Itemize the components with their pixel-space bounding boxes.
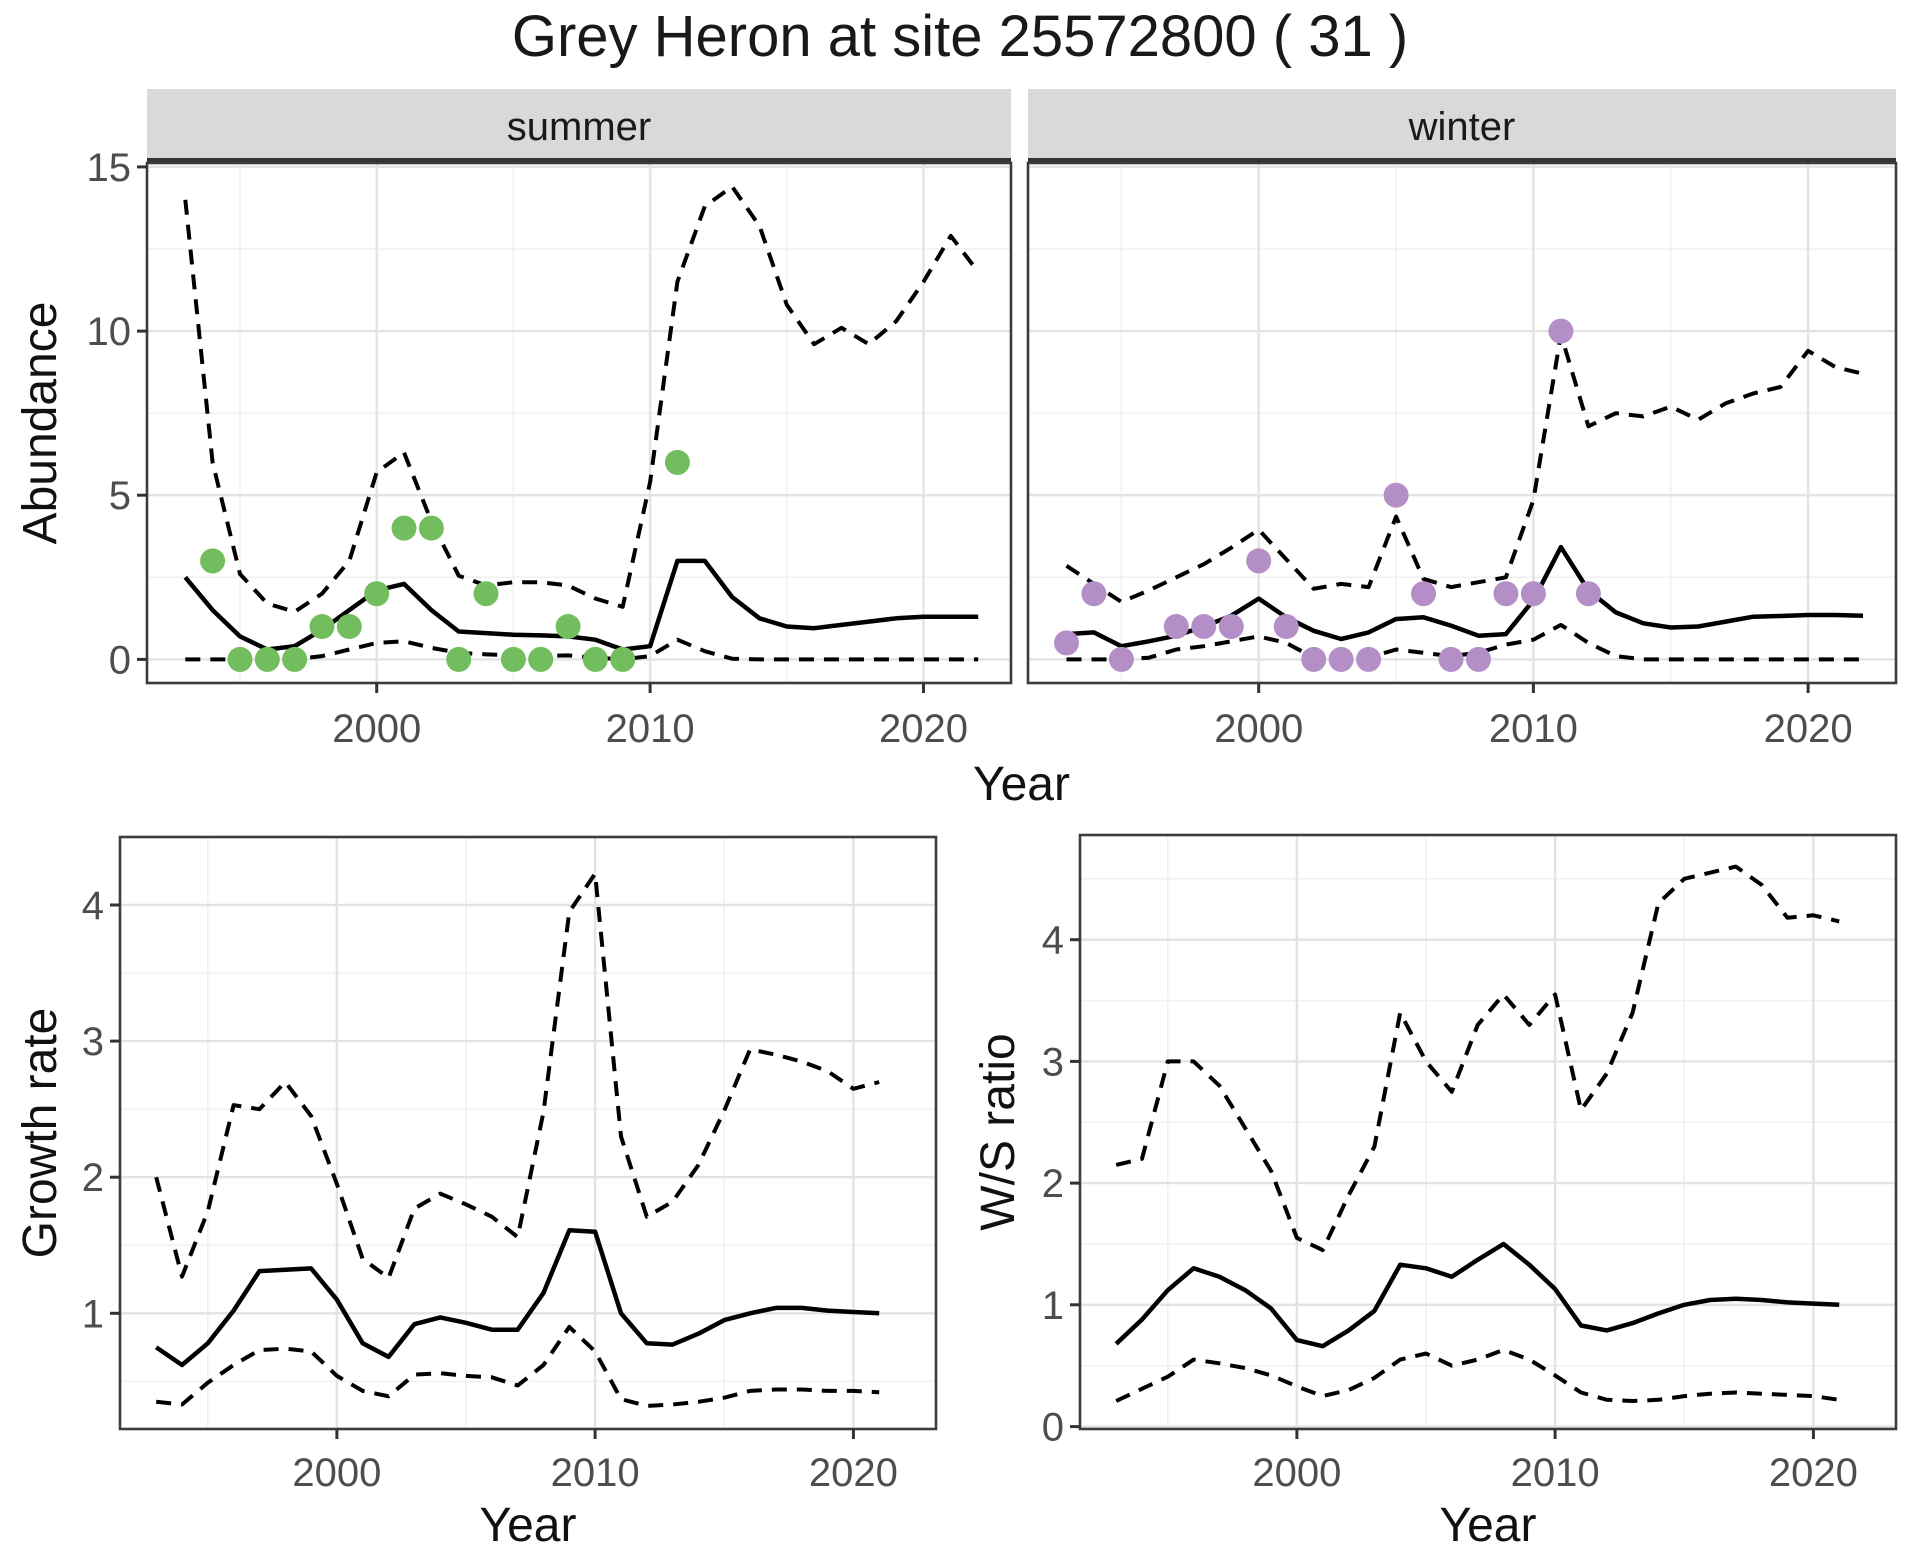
y-tick-label: 1 xyxy=(1042,1284,1064,1328)
winter-observation-point xyxy=(1246,548,1272,574)
facet-strip-label-summer: summer xyxy=(507,105,651,149)
summer-observation-point xyxy=(664,449,690,475)
winter-observation-point xyxy=(1575,581,1601,607)
winter-observation-point xyxy=(1383,482,1409,508)
summer-observation-point xyxy=(473,581,499,607)
ws-ratio-median-line xyxy=(1114,1241,1840,1349)
summer-observation-point xyxy=(309,614,335,639)
y-tick-label: 0 xyxy=(1042,1406,1064,1450)
x-tick-label: 2000 xyxy=(1252,1451,1341,1495)
x-tick-label: 2020 xyxy=(879,707,968,751)
summer-observation-point xyxy=(446,646,472,672)
y-tick-label: 5 xyxy=(109,474,131,518)
winter-observation-point xyxy=(1081,581,1107,607)
x-tick-label: 2010 xyxy=(1489,707,1578,751)
chart-title: Grey Heron at site 25572800 ( 31 ) xyxy=(511,4,1409,69)
panel-border xyxy=(1026,161,1898,685)
summer-upper-ci-line xyxy=(183,184,980,614)
panel-border xyxy=(118,835,938,1431)
growth-rate-median-line xyxy=(154,1228,880,1368)
winter-observation-point xyxy=(1163,614,1189,639)
winter-observation-point xyxy=(1411,581,1436,607)
growth-rate-year-axis-title: Year xyxy=(480,1499,577,1552)
y-tick-label: 15 xyxy=(87,146,132,190)
summer-observation-point xyxy=(200,548,226,574)
ws-ratio-lower-ci-line xyxy=(1115,1347,1840,1403)
summer-observation-point xyxy=(364,581,390,607)
summer-observation-point xyxy=(336,614,362,639)
x-tick-label: 2010 xyxy=(1511,1451,1600,1495)
y-tick-label: 4 xyxy=(1042,919,1064,963)
summer-observation-point xyxy=(610,646,636,672)
winter-observation-point xyxy=(1493,581,1519,607)
ws-ratio-year-axis-title: Year xyxy=(1440,1499,1537,1552)
panel-border xyxy=(1078,833,1898,1431)
summer-lower-ci-line xyxy=(185,637,979,662)
winter-observation-point xyxy=(1218,614,1244,639)
winter-observation-point xyxy=(1328,646,1354,672)
y-tick-label: 0 xyxy=(109,638,131,682)
winter-observation-point xyxy=(1356,646,1382,672)
summer-observation-point xyxy=(555,614,581,639)
growth-rate-upper-ci-line xyxy=(154,871,880,1280)
winter-observation-point xyxy=(1054,630,1079,656)
panel-border xyxy=(145,161,1013,685)
summer-observation-point xyxy=(282,646,308,672)
summer-observation-point xyxy=(528,646,554,672)
winter-lower-ci-line xyxy=(1066,622,1863,662)
y-tick-label: 3 xyxy=(82,1020,104,1064)
abundance-axis-title: Abundance xyxy=(14,302,67,545)
x-tick-label: 2010 xyxy=(551,1451,640,1495)
summer-observation-point xyxy=(582,646,608,672)
y-tick-label: 1 xyxy=(82,1292,104,1336)
winter-upper-ci-line xyxy=(1065,332,1864,604)
summer-observation-point xyxy=(391,515,417,541)
ws-ratio-axis-title: W/S ratio xyxy=(972,1033,1025,1230)
y-tick-label: 10 xyxy=(87,310,132,354)
growth-rate-axis-title: Growth rate xyxy=(14,1008,67,1259)
x-tick-label: 2000 xyxy=(1214,707,1303,751)
abundance-axis-titles: Abundance Year xyxy=(14,302,1070,811)
y-tick-label: 3 xyxy=(1042,1040,1064,1084)
x-tick-label: 2020 xyxy=(1769,1451,1858,1495)
facet-panel-winter: winter 2000 2010 2020 xyxy=(1026,89,1898,751)
winter-observation-point xyxy=(1520,581,1546,607)
facet-strip xyxy=(1028,89,1896,163)
facet-strip-underline xyxy=(147,158,1011,163)
winter-observation-point xyxy=(1466,646,1491,672)
summer-observation-point xyxy=(254,646,280,672)
ws-ratio-upper-ci-line xyxy=(1115,864,1840,1253)
x-tick-label: 2000 xyxy=(332,707,421,751)
winter-observation-point xyxy=(1548,318,1574,344)
facet-strip-underline xyxy=(1028,158,1896,163)
x-tick-label: 2000 xyxy=(292,1451,381,1495)
x-tick-label: 2020 xyxy=(809,1451,898,1495)
growth-rate-lower-ci-line xyxy=(155,1324,880,1408)
summer-observation-point xyxy=(227,646,253,672)
ws-ratio-panel-group: 2000 2010 2020 0 1 2 3 4 W/S ratio Year xyxy=(972,833,1898,1552)
summer-observation-point xyxy=(418,515,444,541)
winter-observation-point xyxy=(1273,614,1299,639)
y-tick-label: 2 xyxy=(82,1156,104,1200)
winter-observation-point xyxy=(1108,646,1134,672)
x-tick-label: 2020 xyxy=(1764,707,1853,751)
y-tick-label: 2 xyxy=(1042,1162,1064,1206)
x-tick-label: 2010 xyxy=(606,707,695,751)
top-year-axis-title: Year xyxy=(973,758,1070,811)
facet-panel-summer: summer 2000 2010 2020 0 5 10 15 xyxy=(87,89,1013,751)
facet-strip xyxy=(147,89,1011,163)
facet-strip-label-winter: winter xyxy=(1408,105,1516,149)
winter-observation-point xyxy=(1301,646,1327,672)
growth-rate-panel-group: 2000 2010 2020 1 2 3 4 Growth rate Year xyxy=(14,835,938,1552)
winter-observation-point xyxy=(1191,614,1217,639)
winter-observation-point xyxy=(1438,646,1464,672)
y-tick-label: 4 xyxy=(82,884,104,928)
summer-observation-point xyxy=(500,646,526,672)
